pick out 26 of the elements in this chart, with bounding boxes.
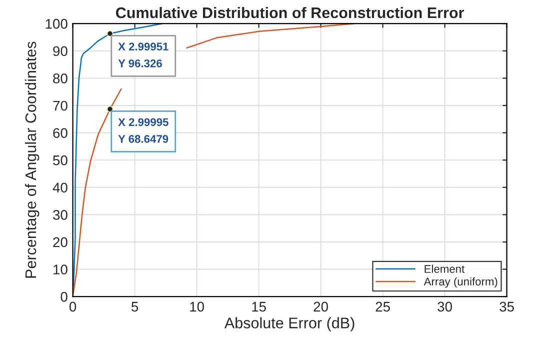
x-tick-label: 20	[314, 302, 328, 312]
x-tick-label: 5	[131, 302, 138, 312]
y-tick-label: 10	[54, 264, 68, 274]
y-tick-label: 50	[53, 155, 68, 166]
x-tick-label: 35	[500, 302, 514, 312]
x-tick-label: 15	[252, 302, 266, 312]
y-axis-title: Percentage of Angular Coordinates	[24, 42, 40, 278]
y-tick-label: 90	[53, 46, 68, 56]
x-tick-label: 25	[376, 302, 390, 312]
y-tick-label: 60	[53, 128, 68, 138]
legend-label: Element	[424, 264, 465, 273]
y-tick-label: 40	[52, 182, 68, 193]
y-tick-label: 80	[53, 74, 68, 84]
x-tick-label: 30	[438, 302, 452, 312]
y-tick-label: 100	[46, 18, 68, 29]
annotation: X 2.99951 Y 96.326	[118, 42, 168, 68]
y-tick-label: 20	[53, 237, 68, 248]
annotation: X 2.99995 Y 68.6479	[118, 118, 168, 143]
x-tick-label: 10	[190, 302, 204, 312]
legend-label: Array (uniform)	[424, 277, 498, 288]
x-tick-label: 0	[69, 302, 76, 312]
y-tick-label: 30	[53, 210, 68, 220]
x-axis-title: Absolute Error (dB)	[224, 317, 354, 332]
chart-title: Cumulative Distribution of Reconstruction Error	[116, 6, 464, 18]
y-tick-label: 0	[60, 292, 68, 302]
y-tick-label: 70	[53, 100, 68, 111]
